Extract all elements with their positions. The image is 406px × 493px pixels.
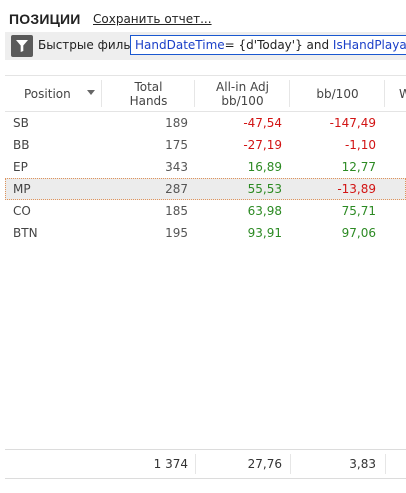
position-cell: MP (13, 182, 31, 196)
filter-expression-input[interactable]: HandDateTime= {d'Today'} and IsHandPlaya… (130, 35, 406, 55)
bb100-cell: -1,10 (344, 138, 376, 152)
sort-desc-icon[interactable] (87, 90, 95, 95)
column-label: W (399, 86, 406, 101)
table-header: Position Total Hands All-in Adj bb/100 b… (5, 75, 406, 112)
bb100-cell: -147,49 (329, 116, 376, 130)
total-hands-cell: 189 (165, 116, 188, 130)
table-row[interactable]: MP 287 55,53 -13,89 (5, 178, 406, 200)
report-header: ПОЗИЦИИ Сохранить отчет... (0, 0, 406, 32)
total-hands: 1 374 (153, 457, 188, 471)
quick-filter-label: Быстрые фильт (38, 38, 130, 52)
filter-expression-part: IsHandPlayable (332, 38, 406, 52)
position-cell: SB (13, 116, 29, 130)
filter-expression-part: HandDateTime (135, 38, 225, 52)
column-label: Total Hands (129, 79, 168, 108)
total-hands-cell: 185 (165, 204, 188, 218)
table-row[interactable]: BTN 195 93,91 97,06 (5, 222, 406, 244)
total-hands-cell: 195 (165, 226, 188, 240)
filter-expression-part: = {d'Today'} and (224, 38, 333, 52)
funnel-icon (16, 40, 28, 52)
table-row[interactable]: CO 185 63,98 75,71 (5, 200, 406, 222)
table-row[interactable]: SB 189 -47,54 -147,49 (5, 112, 406, 134)
allin-adj-cell: -47,54 (243, 116, 282, 130)
quick-filter-bar: Быстрые фильт HandDateTime= {d'Today'} a… (5, 32, 406, 60)
position-cell: CO (13, 204, 31, 218)
column-header-total-hands[interactable]: Total Hands (102, 76, 195, 111)
bb100-cell: 12,77 (341, 160, 376, 174)
position-cell: BB (13, 138, 30, 152)
allin-adj-cell: 63,98 (247, 204, 282, 218)
table-row[interactable]: EP 343 16,89 12,77 (5, 156, 406, 178)
total-allin-adj: 27,76 (247, 457, 282, 471)
total-hands-cell: 175 (165, 138, 188, 152)
allin-adj-cell: -27,19 (243, 138, 282, 152)
total-hands-cell: 287 (165, 182, 188, 196)
column-label: All-in Adj bb/100 (216, 79, 269, 108)
filter-button[interactable] (11, 35, 33, 57)
allin-adj-cell: 55,53 (247, 182, 282, 196)
column-label: bb/100 (316, 86, 359, 101)
allin-adj-cell: 93,91 (247, 226, 282, 240)
bb100-cell: -13,89 (337, 182, 376, 196)
column-header-allin-adj[interactable]: All-in Adj bb/100 (195, 76, 290, 111)
column-header-w[interactable]: W (385, 76, 406, 111)
table-row[interactable]: BB 175 -27,19 -1,10 (5, 134, 406, 156)
bb100-cell: 97,06 (341, 226, 376, 240)
position-cell: BTN (13, 226, 38, 240)
total-bb100: 3,83 (349, 457, 376, 471)
table-totals-row: 1 374 27,76 3,83 (5, 449, 406, 479)
column-label: Position (24, 86, 71, 101)
save-report-link[interactable]: Сохранить отчет... (93, 12, 212, 26)
allin-adj-cell: 16,89 (247, 160, 282, 174)
total-hands-cell: 343 (165, 160, 188, 174)
position-cell: EP (13, 160, 28, 174)
column-header-bb100[interactable]: bb/100 (290, 76, 385, 111)
bb100-cell: 75,71 (341, 204, 376, 218)
column-header-position[interactable]: Position (5, 76, 102, 111)
page-title: ПОЗИЦИИ (9, 11, 81, 27)
positions-table: Position Total Hands All-in Adj bb/100 b… (5, 75, 406, 485)
